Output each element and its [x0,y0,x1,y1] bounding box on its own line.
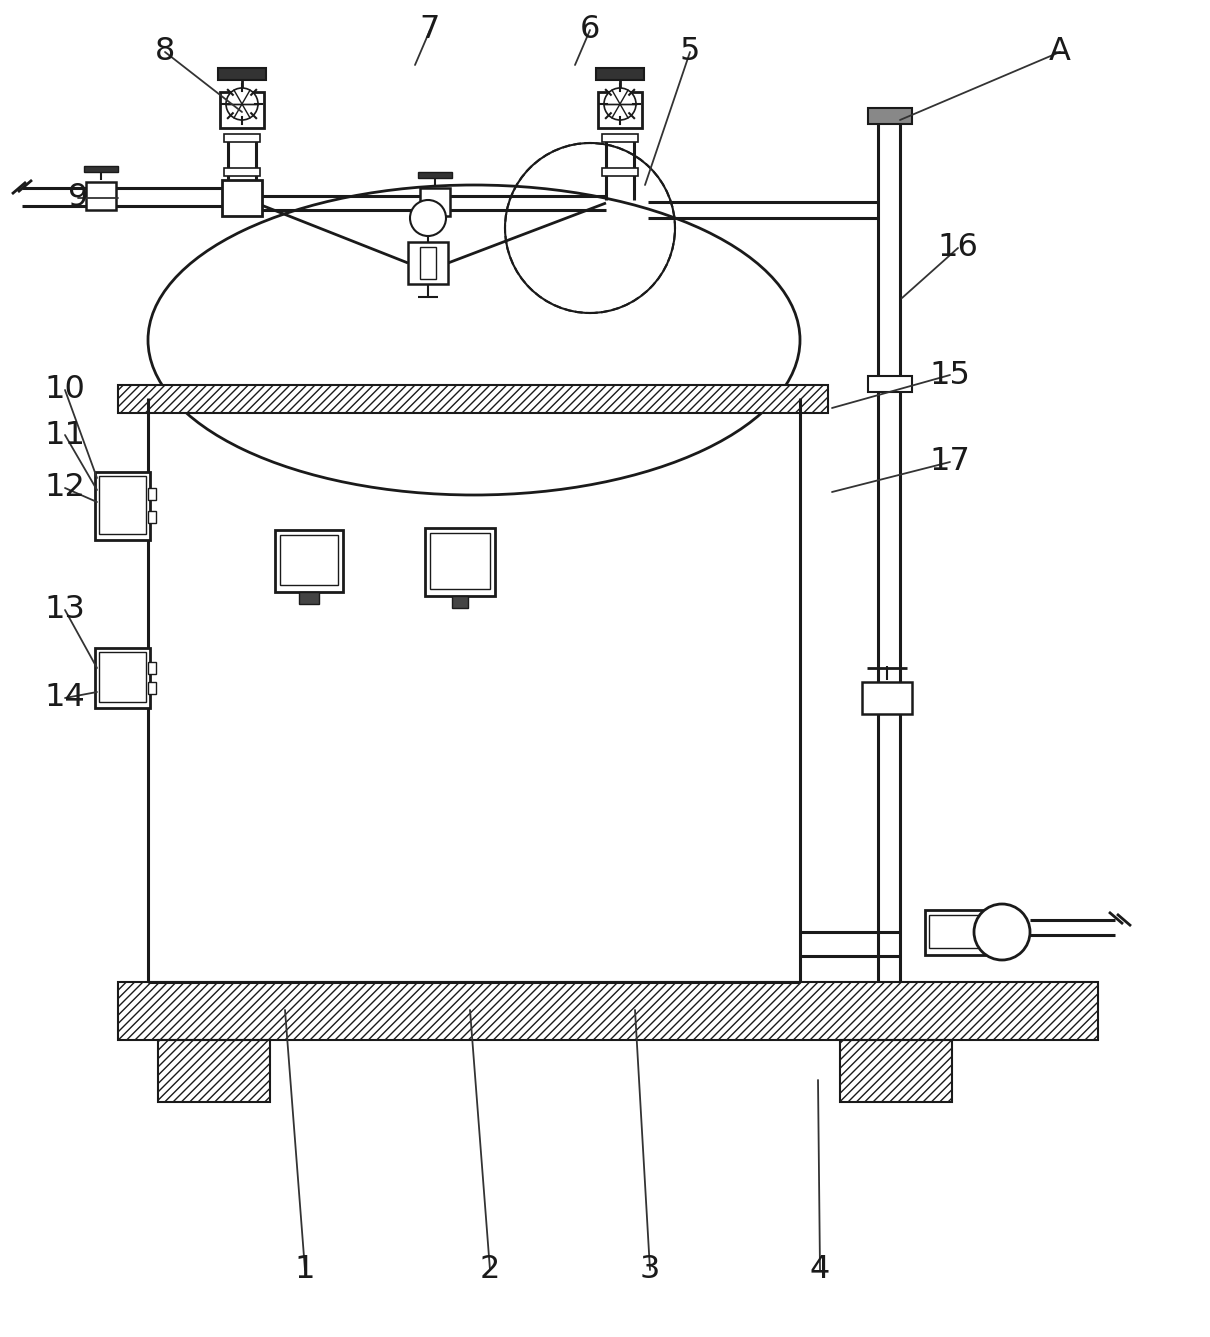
Text: 11: 11 [45,420,86,451]
Bar [119,385,828,413]
Text: 9: 9 [68,182,88,214]
Bar [148,511,156,523]
Bar [99,652,146,702]
Bar [275,529,342,592]
Text: 2: 2 [479,1254,500,1285]
Bar [603,168,638,176]
Bar [924,910,985,955]
Text: 7: 7 [420,15,440,45]
Bar [408,242,448,283]
Bar [299,592,319,604]
Bar [148,662,156,674]
Bar [96,648,150,709]
Text: 6: 6 [580,15,600,45]
Bar [119,981,1097,1040]
Bar [99,476,146,533]
Bar [417,172,453,178]
Text: 3: 3 [640,1254,661,1285]
Bar [96,472,150,540]
Text: 1: 1 [295,1254,316,1285]
Bar [148,682,156,694]
Bar [221,180,263,217]
Text: 13: 13 [45,595,86,626]
Bar [119,981,1097,1040]
Text: 10: 10 [45,374,86,405]
Text: A: A [1049,36,1071,67]
Bar [119,385,828,413]
Bar [598,92,643,128]
Bar [224,134,260,142]
Bar [862,682,912,714]
Circle shape [410,201,446,237]
Bar [868,108,912,124]
Text: 8: 8 [155,36,175,67]
Bar [159,1040,270,1102]
Bar [280,535,338,586]
Text: 16: 16 [938,233,979,263]
Bar [224,168,260,176]
Bar [430,533,490,590]
Circle shape [226,88,258,120]
Text: 15: 15 [929,360,970,390]
Bar [159,1040,270,1102]
Circle shape [604,88,636,120]
Bar [453,596,468,608]
Bar [603,134,638,142]
Bar [83,166,119,172]
Bar [420,247,436,279]
Text: 17: 17 [929,447,970,477]
Bar [868,376,912,392]
Bar [220,92,264,128]
Bar [86,182,116,210]
Bar [420,189,450,217]
Bar [840,1040,952,1102]
Bar [425,528,495,596]
Bar [218,68,266,80]
Bar [597,68,644,80]
Ellipse shape [148,185,800,495]
Text: 14: 14 [45,682,86,714]
Bar [840,1040,952,1102]
Text: 5: 5 [680,36,701,67]
Text: 4: 4 [809,1254,830,1285]
Bar [148,488,156,500]
Bar [929,915,981,948]
Text: 12: 12 [45,472,86,504]
Circle shape [974,904,1030,960]
